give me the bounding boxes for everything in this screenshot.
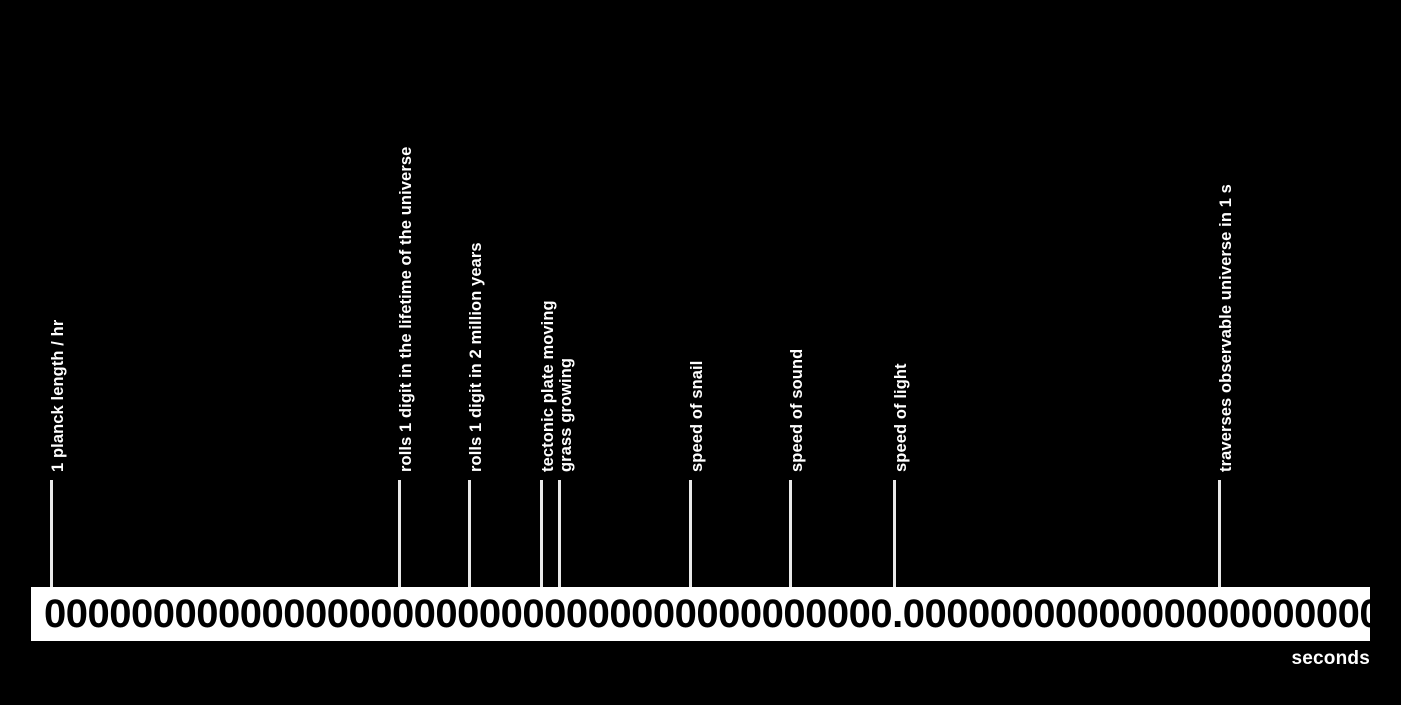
units-label: seconds (1291, 648, 1370, 669)
number-line-strip: 000000000000000000000000000000000000000.… (31, 587, 1370, 641)
annotation-label: rolls 1 digit in the lifetime of the uni… (397, 146, 415, 472)
tick-line-icon (893, 480, 896, 587)
annotation-label: speed of snail (688, 360, 706, 472)
tick-line-icon (789, 480, 792, 587)
tick-line-icon (468, 480, 471, 587)
annotation-label: traverses observable universe in 1 s (1217, 184, 1235, 472)
annotation-label: 1 planck length / hr (49, 319, 67, 472)
number-digits: 000000000000000000000000000000000000000.… (44, 592, 1370, 636)
annotation-label: speed of light (892, 363, 910, 472)
tick-line-icon (1218, 480, 1221, 587)
tick-line-icon (558, 480, 561, 587)
tick-line-icon (398, 480, 401, 587)
annotation-label: speed of sound (788, 348, 806, 472)
tick-line-icon (50, 480, 53, 587)
annotation-label: tectonic plate moving (539, 300, 557, 472)
annotation-label: rolls 1 digit in 2 million years (467, 242, 485, 472)
tick-line-icon (540, 480, 543, 587)
annotation-label: grass growing (557, 357, 575, 472)
tick-line-icon (689, 480, 692, 587)
